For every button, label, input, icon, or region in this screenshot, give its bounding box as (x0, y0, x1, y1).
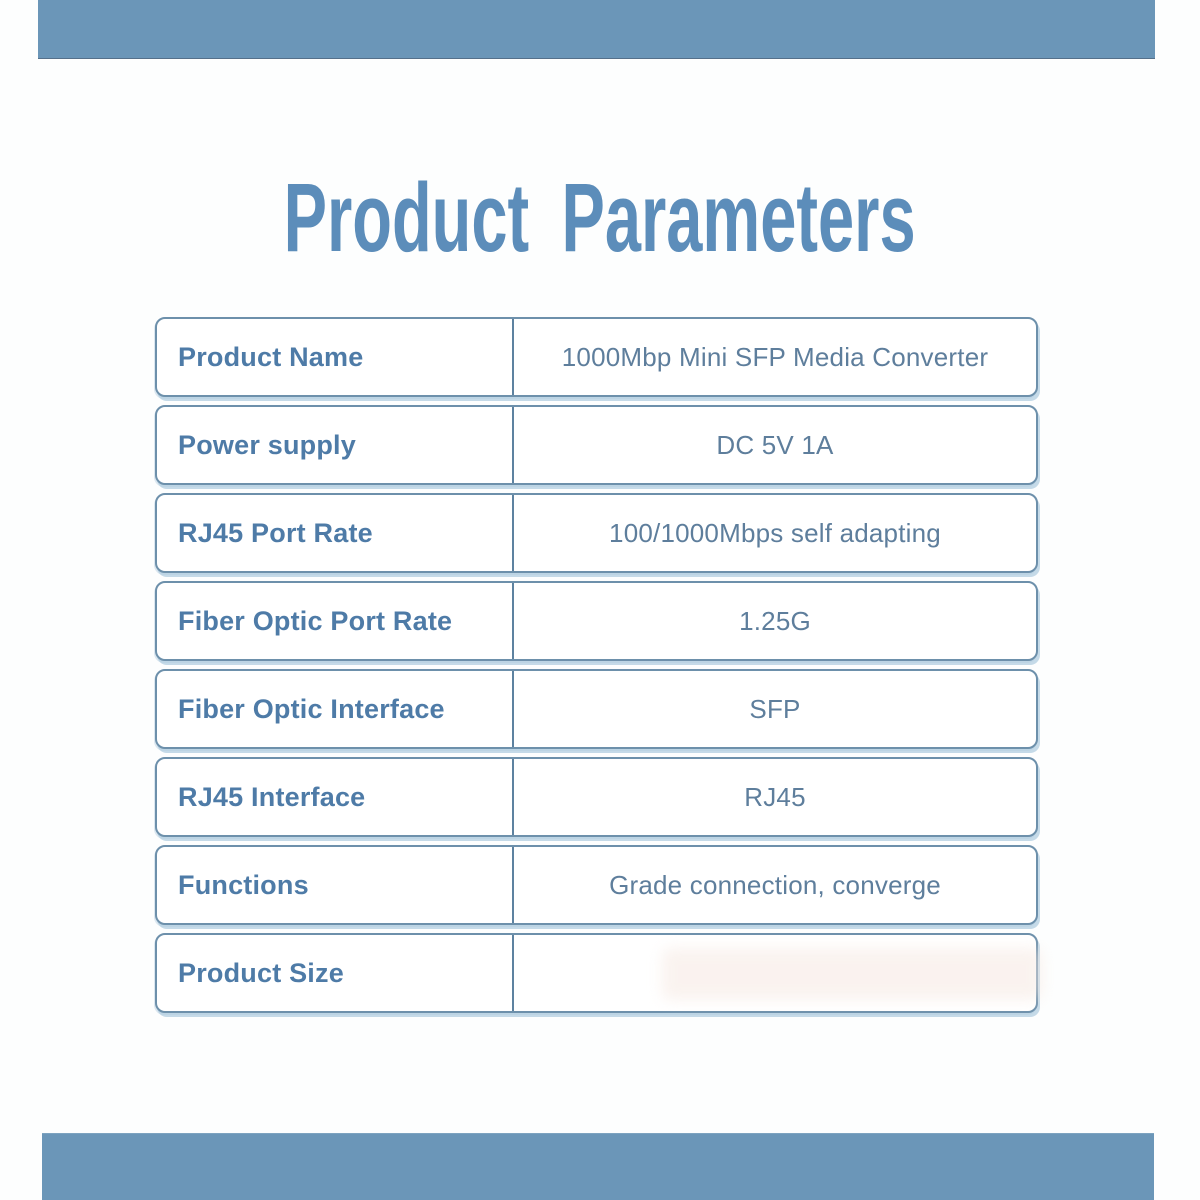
table-row-functions: Functions Grade connection, converge (155, 845, 1038, 925)
row-value: SFP (512, 671, 1036, 747)
row-value: 1000Mbp Mini SFP Media Converter (512, 319, 1036, 395)
table-row-product-size: Product Size (155, 933, 1038, 1013)
row-value: RJ45 (512, 759, 1036, 835)
table-row-rj45-interface: RJ45 Interface RJ45 (155, 757, 1038, 837)
page-title: Product Parameters (284, 163, 916, 272)
table-row-power-supply: Power supply DC 5V 1A (155, 405, 1038, 485)
table-row-rj45-port-rate: RJ45 Port Rate 100/1000Mbps self adaptin… (155, 493, 1038, 573)
row-label: Fiber Optic Port Rate (178, 605, 453, 636)
row-value: DC 5V 1A (512, 407, 1036, 483)
row-label: Product Name (178, 341, 364, 372)
top-decorative-bar (38, 0, 1155, 58)
row-label: Product Size (178, 957, 344, 988)
row-label: RJ45 Interface (178, 781, 366, 812)
row-label: Power supply (178, 429, 356, 460)
row-value: 100/1000Mbps self adapting (512, 495, 1036, 571)
table-row-product-name: Product Name 1000Mbp Mini SFP Media Conv… (155, 317, 1038, 397)
title-container: Product Parameters (0, 163, 1200, 272)
parameters-table: Product Name 1000Mbp Mini SFP Media Conv… (155, 317, 1038, 1021)
row-value: 1.25G (512, 583, 1036, 659)
row-label: Fiber Optic Interface (178, 693, 445, 724)
row-value (512, 935, 1036, 1011)
row-label: RJ45 Port Rate (178, 517, 373, 548)
row-label: Functions (178, 869, 309, 900)
row-value: Grade connection, converge (512, 847, 1036, 923)
table-row-fiber-port-rate: Fiber Optic Port Rate 1.25G (155, 581, 1038, 661)
bottom-decorative-bar (42, 1134, 1154, 1200)
table-row-fiber-interface: Fiber Optic Interface SFP (155, 669, 1038, 749)
